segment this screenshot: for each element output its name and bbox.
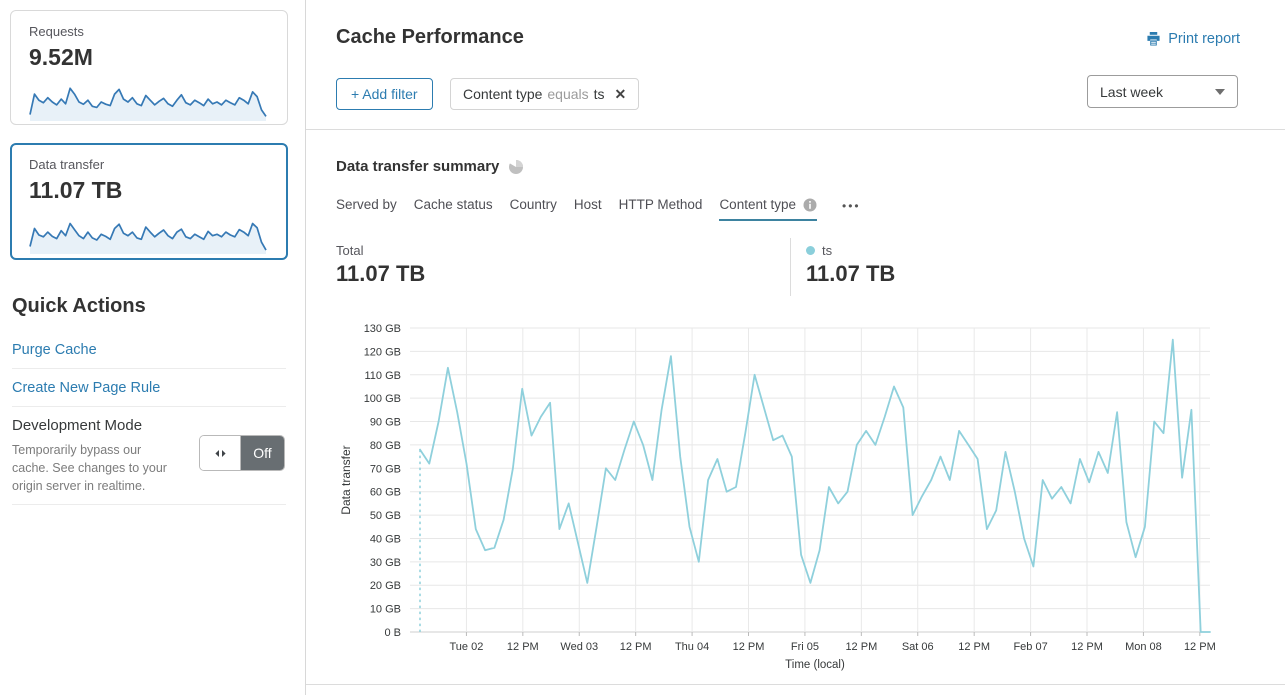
svg-text:12 PM: 12 PM xyxy=(507,641,539,653)
svg-text:10 GB: 10 GB xyxy=(370,604,401,616)
data-transfer-card-value: 11.07 TB xyxy=(29,177,123,203)
tab-content-type[interactable]: Content type xyxy=(719,197,817,221)
svg-text:130 GB: 130 GB xyxy=(364,323,401,335)
line-chart-canvas: 0 B 10 GB 20 GB 30 GB 40 GB 50 GB 60 GB 70 GB 80… xyxy=(339,323,1216,671)
svg-text:Mon 08: Mon 08 xyxy=(1125,641,1162,653)
svg-text:Time (local): Time (local) xyxy=(785,659,845,671)
requests-sparkline-chart xyxy=(29,87,267,121)
pie-chart-icon xyxy=(508,159,524,175)
summary-title: Data transfer summary xyxy=(336,158,500,175)
svg-text:50 GB: 50 GB xyxy=(370,510,401,522)
divider xyxy=(12,504,286,505)
purge-cache-link[interactable]: Purge Cache xyxy=(12,342,97,358)
total-stat: Total 11.07 TB xyxy=(336,243,425,287)
print-report-link[interactable]: Print report xyxy=(1146,31,1240,47)
svg-text:12 PM: 12 PM xyxy=(733,641,765,653)
svg-text:12 PM: 12 PM xyxy=(1184,641,1216,653)
time-range-value: Last week xyxy=(1100,83,1164,100)
total-label: Total xyxy=(336,243,364,258)
close-icon[interactable]: ✕ xyxy=(614,85,627,102)
print-report-label: Print report xyxy=(1168,31,1240,47)
tab-host[interactable]: Host xyxy=(573,197,602,212)
svg-text:80 GB: 80 GB xyxy=(370,440,401,452)
series-stat: ts 11.07 TB xyxy=(806,243,895,287)
svg-text:Sat 06: Sat 06 xyxy=(902,641,934,653)
svg-text:Wed 03: Wed 03 xyxy=(560,641,598,653)
quick-actions-heading: Quick Actions xyxy=(12,295,146,317)
divider xyxy=(790,238,791,296)
data-transfer-metric-card[interactable]: Data transfer 11.07 TB xyxy=(10,143,288,260)
info-icon[interactable] xyxy=(803,198,817,212)
tab-served-by[interactable]: Served by xyxy=(336,197,397,212)
toggle-state-label: Off xyxy=(241,436,284,470)
more-options-icon[interactable]: ••• xyxy=(842,199,861,213)
svg-text:0 B: 0 B xyxy=(384,627,401,639)
divider xyxy=(306,129,1285,130)
series-value: 11.07 TB xyxy=(806,261,896,286)
svg-text:90 GB: 90 GB xyxy=(370,417,401,429)
svg-text:110 GB: 110 GB xyxy=(365,370,402,382)
filter-chip-operator: equals xyxy=(547,86,589,102)
development-mode-label: Development Mode xyxy=(12,417,143,434)
data-transfer-chart: 0 B 10 GB 20 GB 30 GB 40 GB 50 GB 60 GB 70 GB 80… xyxy=(336,313,1231,683)
requests-card-label: Requests xyxy=(29,24,84,39)
tab-country[interactable]: Country xyxy=(509,197,557,212)
time-range-dropdown[interactable]: Last week xyxy=(1087,75,1238,108)
tab-cache-status[interactable]: Cache status xyxy=(413,197,493,212)
svg-text:12 PM: 12 PM xyxy=(845,641,877,653)
svg-text:12 PM: 12 PM xyxy=(620,641,652,653)
filter-chip-value: ts xyxy=(593,86,605,102)
summary-dimension-tabs: Served by Cache status Country Host HTTP… xyxy=(336,197,861,221)
svg-text:60 GB: 60 GB xyxy=(370,487,401,499)
svg-text:40 GB: 40 GB xyxy=(370,533,401,545)
data-transfer-card-label: Data transfer xyxy=(29,157,105,172)
divider xyxy=(306,684,1285,685)
svg-text:Thu 04: Thu 04 xyxy=(675,641,709,653)
development-mode-description: Temporarily bypass our cache. See change… xyxy=(12,443,167,493)
svg-text:100 GB: 100 GB xyxy=(364,393,401,405)
data-transfer-sparkline-chart xyxy=(29,222,267,254)
requests-card-value: 9.52M xyxy=(29,44,93,70)
summary-title-row: Data transfer summary xyxy=(336,158,524,175)
divider xyxy=(12,368,286,369)
toggle-arrows-icon xyxy=(200,436,241,470)
requests-metric-card[interactable]: Requests 9.52M xyxy=(10,10,288,125)
chevron-down-icon xyxy=(1215,88,1225,95)
svg-text:Tue 02: Tue 02 xyxy=(449,641,483,653)
sidebar: Requests 9.52M Data transfer 11.07 TB Qu… xyxy=(0,0,306,695)
svg-text:12 PM: 12 PM xyxy=(1071,641,1103,653)
svg-text:70 GB: 70 GB xyxy=(370,463,401,475)
svg-text:20 GB: 20 GB xyxy=(370,580,401,592)
svg-text:Fri 05: Fri 05 xyxy=(791,641,819,653)
svg-text:12 PM: 12 PM xyxy=(958,641,990,653)
development-mode-toggle[interactable]: Off xyxy=(199,435,285,471)
svg-text:Feb 07: Feb 07 xyxy=(1013,641,1047,653)
tab-http-method[interactable]: HTTP Method xyxy=(618,197,703,212)
create-new-page-rule-link[interactable]: Create New Page Rule xyxy=(12,380,161,396)
filter-chip-field: Content type xyxy=(463,86,543,102)
svg-text:120 GB: 120 GB xyxy=(364,346,401,358)
total-value: 11.07 TB xyxy=(336,261,426,286)
page-title: Cache Performance xyxy=(336,26,524,48)
filter-chip-content-type[interactable]: Content type equals ts ✕ xyxy=(450,78,640,110)
series-color-dot-icon xyxy=(806,246,815,255)
svg-text:Data transfer: Data transfer xyxy=(339,445,353,514)
series-legend[interactable]: ts xyxy=(806,243,895,258)
add-filter-button[interactable]: + Add filter xyxy=(336,78,433,110)
divider xyxy=(12,406,286,407)
series-label: ts xyxy=(822,243,833,258)
printer-icon xyxy=(1146,32,1161,46)
svg-text:30 GB: 30 GB xyxy=(370,557,401,569)
